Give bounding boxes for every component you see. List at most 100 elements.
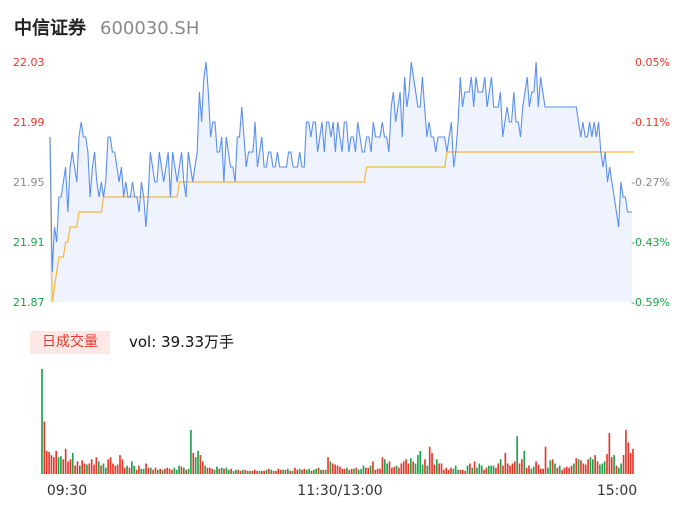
volume-bar [81, 460, 84, 474]
volume-bar [464, 470, 466, 474]
price-line [49, 61, 632, 273]
volume-bar [362, 465, 365, 474]
volume-bar [435, 459, 438, 474]
volume-bar [421, 464, 424, 474]
volume-bar [298, 468, 301, 474]
y-tick-left: 21.95 [13, 176, 45, 189]
volume-bar [487, 465, 490, 474]
volume-bar [450, 467, 452, 474]
volume-bar [97, 461, 100, 474]
volume-bar [168, 468, 171, 474]
volume-bar [116, 464, 119, 474]
volume-bar [242, 469, 244, 474]
volume-bar [211, 468, 214, 474]
volume-bar [256, 470, 258, 474]
volume-bar [535, 461, 537, 474]
volume-bar [225, 467, 228, 474]
volume-bar [341, 468, 344, 474]
volume-bar [476, 467, 478, 474]
volume-bar [239, 470, 242, 474]
volume-bar [398, 467, 400, 474]
volume-bar [57, 457, 60, 474]
volume-bar [433, 464, 436, 474]
volume-bar [367, 467, 370, 474]
volume-bar [374, 469, 377, 474]
volume-bar [50, 455, 53, 474]
volume-bar [379, 468, 381, 474]
volume-bar [563, 467, 566, 474]
volume-bar [561, 469, 563, 474]
volume-bar [161, 469, 164, 474]
volume-bar [532, 466, 535, 474]
volume-bar [490, 465, 492, 474]
volume-bar [206, 467, 209, 474]
volume-bar [525, 467, 528, 474]
volume-bar [466, 465, 469, 474]
volume-bar [272, 470, 275, 474]
volume-bar [263, 470, 266, 474]
volume-bar [428, 446, 431, 474]
volume-bar [60, 456, 62, 474]
volume-bar [253, 469, 256, 474]
volume-bar [142, 468, 145, 474]
volume-bar [41, 369, 43, 474]
volume-bar [178, 465, 180, 474]
volume-bar [409, 458, 412, 474]
volume-bar [558, 465, 561, 474]
volume-bar [591, 459, 594, 474]
volume-bar [513, 461, 516, 474]
volume-bar [308, 468, 310, 474]
volume-bar [419, 450, 422, 474]
volume-bar [197, 450, 199, 474]
volume-bar [324, 469, 327, 474]
volume-bar [69, 459, 72, 474]
volume-bar [620, 463, 622, 474]
volume-bar [601, 463, 604, 474]
volume-bar [622, 455, 625, 474]
x-tick-label: 11:30/13:00 [297, 483, 382, 499]
volume-bar [480, 465, 483, 474]
volume-bar [194, 457, 197, 474]
y-tick-right: -0.11% [631, 116, 670, 129]
volume-bar [518, 463, 521, 474]
volume-bar [149, 467, 152, 474]
y-tick-left: 21.91 [13, 236, 45, 249]
volume-bar [261, 470, 263, 474]
volume-bar [67, 461, 69, 474]
volume-bar [313, 469, 315, 474]
volume-bar [265, 469, 268, 474]
volume-bar [119, 455, 121, 474]
volume-bar [627, 442, 630, 474]
volume-bar [166, 467, 169, 474]
volume-bar [147, 467, 150, 474]
volume-bar [632, 448, 634, 474]
daily-volume-tab[interactable]: 日成交量 [30, 331, 110, 354]
volume-bar [190, 429, 192, 474]
volume-bar [516, 436, 518, 474]
volume-bar [223, 468, 225, 474]
volume-bar [412, 461, 414, 474]
volume-bar [64, 448, 67, 474]
volume-bar [353, 468, 355, 474]
volume-bar [580, 460, 582, 474]
volume-bar [216, 466, 218, 474]
volume-bar [424, 459, 426, 474]
volume-bar [171, 469, 173, 474]
volume-bar [258, 470, 261, 474]
volume-bar [587, 459, 589, 474]
volume-bar [499, 459, 502, 474]
volume-readout-prefix: vol: [129, 333, 162, 351]
volume-bar [549, 460, 552, 474]
volume-bar [55, 450, 58, 474]
volume-bar [426, 465, 429, 474]
volume-bar [355, 467, 358, 474]
volume-bar [331, 463, 334, 474]
volume-bar [74, 465, 76, 474]
volume-bar [45, 450, 48, 474]
volume-bar [471, 467, 474, 474]
volume-bar [291, 470, 294, 474]
volume-bar [282, 469, 284, 474]
volume-bar [407, 463, 410, 474]
volume-bar [187, 468, 190, 474]
